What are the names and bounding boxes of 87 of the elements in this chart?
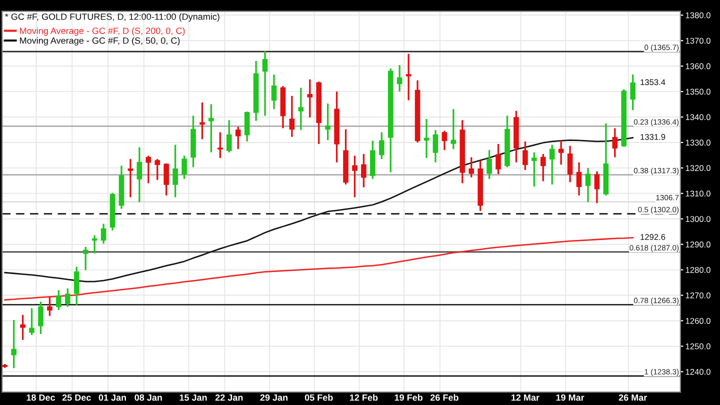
x-tick-label: 26 Mar — [618, 394, 648, 401]
y-tick-label: 1340.0 — [686, 114, 710, 120]
y-tick-label: 1240.0 — [686, 368, 710, 375]
candlestick — [154, 158, 160, 181]
candlestick — [549, 144, 555, 186]
x-tick-label: 26 Feb — [430, 394, 458, 401]
x-tick-label: 18 Dec — [26, 394, 56, 401]
candlestick — [226, 119, 232, 154]
annotation: 1331.9 — [640, 134, 666, 140]
y-tick-label: 1280.0 — [686, 267, 710, 273]
y-tick-label: 1330.0 — [686, 140, 710, 146]
annotation: 1292.6 — [640, 234, 666, 240]
candlestick — [38, 300, 44, 335]
candlestick — [442, 130, 448, 151]
y-tick-label: 1370.0 — [686, 38, 710, 44]
x-tick-label: 05 Feb — [304, 394, 333, 401]
candlestick — [612, 127, 618, 158]
candlestick — [172, 144, 178, 198]
candlestick — [325, 102, 330, 142]
candlestick — [298, 86, 304, 131]
candlestick — [406, 53, 412, 102]
y-tick-label: 1310.0 — [686, 190, 710, 197]
candlestick — [450, 108, 456, 150]
y-tick-label: 1300.0 — [686, 216, 710, 222]
x-tick-label: 25 Dec — [62, 394, 91, 401]
candlestick — [585, 167, 591, 203]
y-tick-label: 1380.0 — [686, 12, 710, 18]
annotation: 1353.4 — [640, 79, 666, 86]
candlestick — [244, 110, 250, 142]
candlestick — [576, 162, 582, 196]
candlestick — [289, 95, 295, 138]
candlestick — [11, 319, 16, 369]
candlestick — [307, 78, 313, 118]
y-tick-label: 1270.0 — [686, 292, 710, 298]
candlestick — [146, 154, 152, 184]
x-tick-label: 01 Jan — [98, 394, 126, 401]
candlestick — [182, 154, 187, 180]
x-tick-label: 12 Mar — [511, 394, 540, 401]
candlestick — [64, 288, 70, 308]
y-tick-label: 1250.0 — [686, 343, 710, 350]
candlestick — [218, 131, 223, 159]
candlestick — [164, 162, 169, 196]
x-tick-label: 22 Jan — [215, 394, 243, 401]
x-tick-label: 29 Jan — [260, 394, 288, 401]
candlestick — [378, 131, 384, 160]
candlestick — [424, 118, 430, 159]
candlestick — [352, 154, 358, 198]
chart-title: * GC #F, GOLD FUTURES, D, 12:00-11:00 (Dynamic) — [5, 13, 220, 22]
candlestick — [200, 102, 205, 140]
y-tick-label: 1260.0 — [686, 318, 710, 324]
candlestick — [468, 156, 474, 178]
x-tick-label: 15 Jan — [180, 394, 207, 401]
y-tick-label: 1360.0 — [686, 63, 710, 70]
y-tick-label: 1320.0 — [686, 165, 710, 172]
legend-label: Moving Average - GC #F, D (S, 50, 0, C) — [20, 37, 180, 46]
candlestick — [82, 246, 88, 271]
x-tick-label: 19 Mar — [556, 394, 584, 401]
x-tick-label: 19 Feb — [394, 394, 422, 401]
candlestick — [532, 152, 537, 188]
candlestick — [522, 140, 528, 171]
candlestick — [136, 146, 142, 203]
y-tick-label: 1350.0 — [686, 88, 710, 95]
candlestick — [100, 222, 106, 244]
candlestick — [540, 153, 546, 182]
candlestick — [208, 103, 214, 154]
y-tick-label: 1290.0 — [686, 242, 710, 248]
candlestick — [271, 74, 277, 110]
candlestick — [594, 170, 600, 204]
candlestick — [361, 153, 366, 188]
candlestick — [235, 126, 241, 150]
candlestick — [47, 296, 52, 317]
candlestick — [630, 74, 636, 111]
candlestick — [128, 158, 134, 198]
candlestick — [56, 289, 62, 311]
candlestick — [262, 50, 268, 117]
candlestick — [20, 314, 26, 341]
candlestick — [74, 266, 80, 306]
candlestick — [486, 149, 492, 180]
candlestick — [496, 143, 501, 175]
legend-label: Moving Average - GC #F, D (S, 200, 0, C) — [20, 27, 185, 36]
candlestick — [567, 144, 573, 184]
candlestick — [558, 139, 564, 166]
candlestick — [432, 129, 438, 164]
candlestick — [396, 64, 402, 92]
candlestick — [29, 307, 34, 336]
x-tick-label: 08 Jan — [134, 394, 162, 401]
x-tick-label: 12 Feb — [350, 394, 378, 401]
